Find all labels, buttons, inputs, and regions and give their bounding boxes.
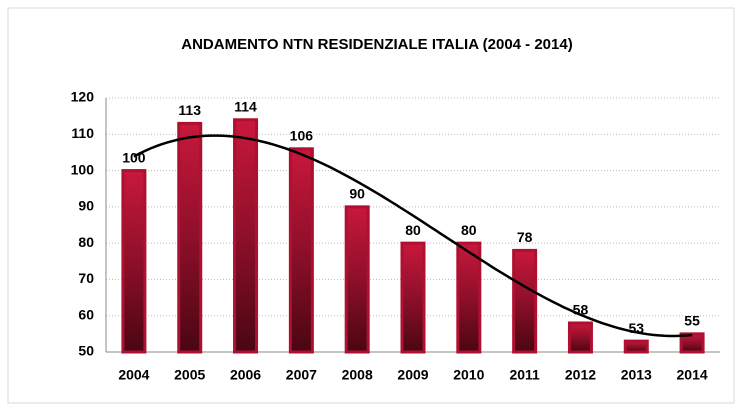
y-tick-label: 80	[78, 234, 94, 250]
x-tick-label: 2009	[397, 367, 428, 383]
bar	[121, 169, 147, 354]
data-label: 80	[461, 222, 477, 238]
y-tick-label: 120	[71, 89, 95, 105]
y-tick-label: 70	[78, 270, 94, 286]
x-tick-label: 2013	[621, 367, 652, 383]
x-tick-label: 2011	[509, 367, 540, 383]
x-tick-label: 2014	[677, 367, 708, 383]
bar	[623, 339, 649, 354]
y-tick-label: 110	[71, 125, 94, 141]
data-label: 55	[684, 313, 700, 329]
data-label: 113	[178, 102, 201, 118]
data-label: 78	[517, 229, 533, 245]
x-tick-label: 2010	[453, 367, 484, 383]
data-label: 90	[349, 186, 365, 202]
trend-line	[133, 134, 693, 338]
y-tick-label: 100	[71, 161, 95, 177]
bar	[233, 118, 259, 354]
bar	[456, 241, 482, 354]
bar	[512, 248, 538, 354]
data-label: 114	[234, 98, 257, 114]
bar	[344, 205, 370, 354]
x-tick-label: 2004	[118, 367, 149, 383]
x-tick-label: 2005	[174, 367, 205, 383]
data-label: 106	[290, 128, 314, 144]
x-tick-label: 2007	[286, 367, 317, 383]
bar	[288, 147, 314, 354]
chart-title: ANDAMENTO NTN RESIDENZIALE ITALIA (2004 …	[181, 36, 572, 53]
y-tick-label: 50	[78, 343, 94, 359]
bar	[567, 321, 593, 354]
y-tick-label: 90	[78, 198, 94, 214]
bar	[400, 241, 426, 354]
bar	[177, 121, 203, 354]
data-label: 80	[405, 222, 421, 238]
x-tick-label: 2008	[342, 367, 373, 383]
x-tick-label: 2006	[230, 367, 261, 383]
bar	[679, 332, 705, 354]
x-tick-label: 2012	[565, 367, 596, 383]
y-tick-label: 60	[78, 306, 94, 322]
